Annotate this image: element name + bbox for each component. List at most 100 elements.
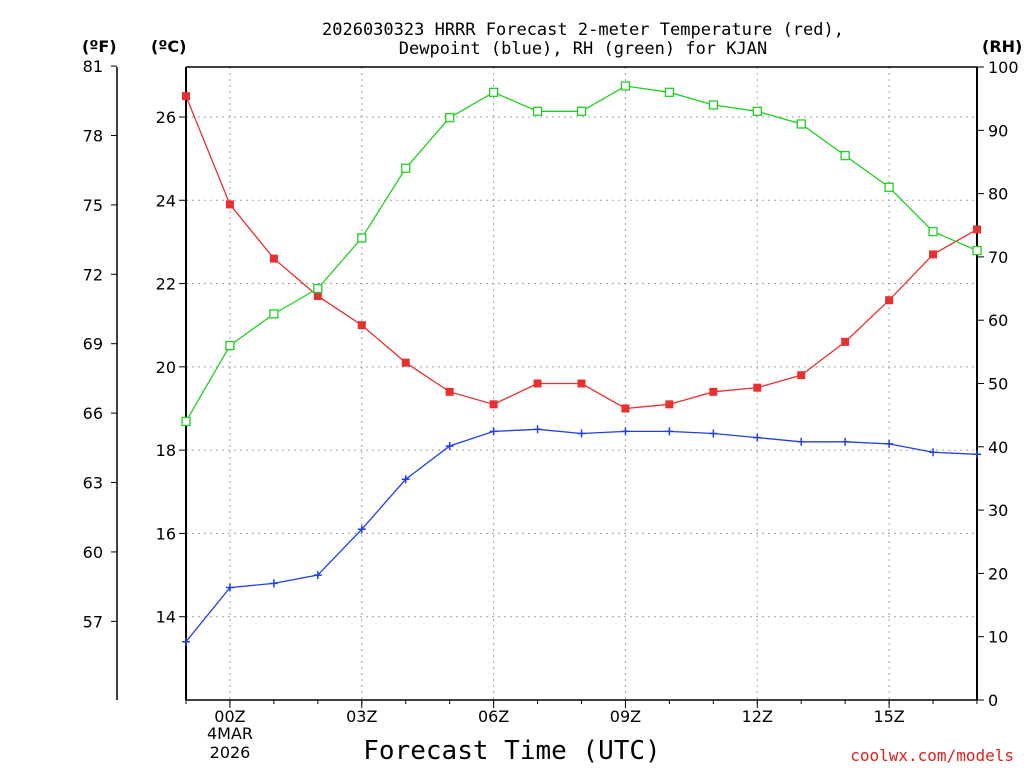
axes: 14 16 18 20 22 24 26 57 60 63 66 69 72 75 78 81 0 10 20 30 4… xyxy=(83,57,1019,726)
dewpoint-point xyxy=(313,571,322,580)
temperature-point xyxy=(709,387,718,396)
rh-point xyxy=(401,163,411,173)
rh-unit-label: (RH) xyxy=(982,37,1022,56)
chart-title-line2: Dewpoint (blue), RH (green) for KJAN xyxy=(399,39,767,59)
dewpoint-point xyxy=(401,475,410,484)
rh-point xyxy=(445,112,455,123)
celsius-tick-label: 18 xyxy=(156,441,176,460)
dewpoint-point xyxy=(797,437,806,446)
x-tick-label: 15Z xyxy=(873,707,904,726)
rh-point xyxy=(796,119,806,129)
temperature-point xyxy=(973,225,981,234)
x-tick-label: 03Z xyxy=(346,707,377,726)
dewpoint-line xyxy=(185,428,978,643)
fahrenheit-tick-label: 81 xyxy=(83,57,103,76)
rh-line xyxy=(185,85,978,422)
temperature-point xyxy=(401,358,410,367)
dewpoint-point xyxy=(973,450,981,459)
temperature-point xyxy=(489,400,498,409)
series xyxy=(181,81,982,646)
x-date-year-label: 2026 xyxy=(210,743,251,762)
rh-point xyxy=(313,283,323,294)
celsius-tick-label: 24 xyxy=(156,191,176,210)
rh-point xyxy=(708,100,718,110)
temperature-point xyxy=(797,371,806,380)
x-tick-label: 06Z xyxy=(478,707,509,726)
rh-point xyxy=(972,245,982,256)
rh-tick-label: 70 xyxy=(988,248,1008,267)
celsius-tick-label: 22 xyxy=(156,275,176,294)
celsius-tick-label: 20 xyxy=(156,358,176,377)
fahrenheit-tick-label: 57 xyxy=(83,612,103,631)
rh-series xyxy=(181,81,982,427)
dewpoint-point xyxy=(445,441,454,450)
temperature-point xyxy=(445,387,454,396)
rh-point xyxy=(269,309,279,319)
temperature-point xyxy=(269,254,278,263)
fahrenheit-tick-label: 78 xyxy=(83,126,103,145)
rh-tick-label: 100 xyxy=(988,58,1019,77)
fahrenheit-tick-label: 69 xyxy=(83,335,103,354)
rh-point xyxy=(840,150,850,161)
celsius-tick-label: 16 xyxy=(156,524,176,543)
rh-tick-label: 0 xyxy=(988,691,998,710)
dewpoint-point xyxy=(357,525,366,534)
x-tick-label: 09Z xyxy=(610,707,641,726)
rh-point xyxy=(664,87,675,97)
temperature-point xyxy=(533,379,542,388)
dewpoint-point xyxy=(577,429,586,438)
rh-point xyxy=(620,81,631,91)
rh-tick-label: 50 xyxy=(988,375,1008,394)
celsius-tick-label: 14 xyxy=(156,608,176,627)
temperature-point xyxy=(313,292,322,301)
celsius-unit-label: (ºC) xyxy=(151,37,186,56)
celsius-tick-label: 26 xyxy=(156,108,176,127)
dewpoint-point xyxy=(753,433,762,442)
rh-tick-label: 30 xyxy=(988,501,1008,520)
dewpoint-point xyxy=(489,427,498,436)
fahrenheit-tick-label: 66 xyxy=(83,404,103,423)
dewpoint-point xyxy=(533,425,542,434)
dewpoint-point xyxy=(182,637,190,646)
temperature-point xyxy=(665,400,674,409)
rh-tick-label: 10 xyxy=(988,628,1008,647)
rh-point xyxy=(225,340,235,351)
x-tick-label: 00Z xyxy=(214,707,245,726)
fahrenheit-tick-label: 72 xyxy=(83,265,103,284)
dewpoint-point xyxy=(929,448,938,457)
temperature-point xyxy=(753,383,762,392)
temperature-point xyxy=(357,321,366,330)
rh-tick-label: 80 xyxy=(988,185,1008,204)
temperature-series xyxy=(182,92,981,413)
dewpoint-series xyxy=(182,425,981,646)
rh-point xyxy=(928,226,938,237)
rh-point xyxy=(488,87,499,97)
rh-point xyxy=(181,416,191,427)
rh-point xyxy=(576,106,587,116)
temperature-point xyxy=(577,379,586,388)
temperature-point xyxy=(885,296,894,305)
dewpoint-point xyxy=(709,429,718,438)
dewpoint-point xyxy=(665,427,674,436)
x-date-month-label: 4MAR xyxy=(207,724,253,743)
temperature-point xyxy=(225,200,234,209)
x-tick-label: 12Z xyxy=(742,707,773,726)
rh-point xyxy=(357,233,367,243)
rh-tick-label: 90 xyxy=(988,121,1008,140)
dewpoint-point xyxy=(841,437,850,446)
rh-tick-label: 20 xyxy=(988,564,1008,583)
fahrenheit-tick-label: 63 xyxy=(83,474,103,493)
temperature-point xyxy=(841,337,850,346)
temperature-line xyxy=(185,95,978,410)
rh-tick-label: 40 xyxy=(988,438,1008,457)
chart-title-line1: 2026030323 HRRR Forecast 2-meter Tempera… xyxy=(322,20,844,40)
rh-point xyxy=(752,106,762,116)
fahrenheit-unit-label: (ºF) xyxy=(82,37,117,56)
fahrenheit-tick-label: 75 xyxy=(83,196,103,215)
temperature-point xyxy=(621,404,630,413)
dewpoint-point xyxy=(269,579,278,588)
fahrenheit-tick-label: 60 xyxy=(83,543,103,562)
dewpoint-point xyxy=(225,583,234,592)
rh-tick-label: 60 xyxy=(988,311,1008,330)
